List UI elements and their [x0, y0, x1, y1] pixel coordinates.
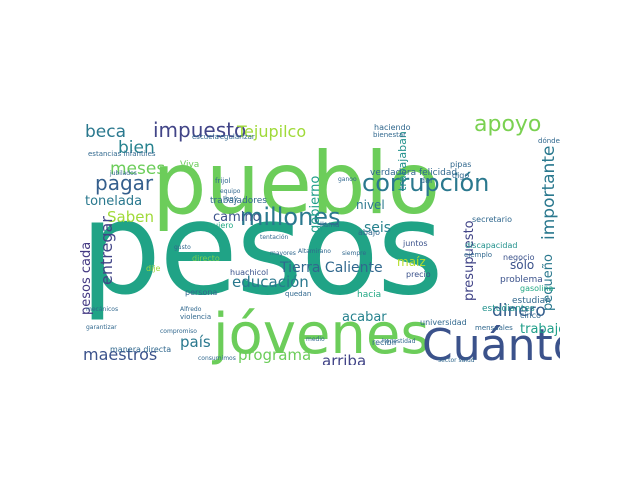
cloud-word: llama [320, 221, 339, 229]
cloud-word: camino [213, 210, 261, 225]
cloud-word: dije [146, 264, 161, 273]
cloud-word: pequeño [541, 254, 556, 311]
cloud-word: pesos cada [80, 242, 94, 315]
cloud-word: trabajo [520, 322, 560, 337]
cloud-word: jubilados [109, 170, 137, 177]
cloud-word: violencia [180, 313, 211, 321]
cloud-word: trabajaban [396, 131, 409, 191]
cloud-word: país [180, 333, 211, 351]
cloud-word: tonelada [85, 194, 142, 209]
cloud-word: ganoo [338, 176, 357, 183]
cloud-word: Altamirano [298, 248, 331, 255]
cloud-word: apoyo [474, 115, 541, 137]
cloud-word: precio [406, 270, 431, 279]
cloud-word: honestidad [382, 338, 416, 345]
cloud-word: sector salud [438, 357, 475, 364]
cloud-word: bienestar [373, 131, 406, 139]
cloud-word: frijol [215, 177, 231, 185]
cloud-word: meses [110, 159, 165, 179]
word-cloud: pesos pueblo jóvenes Cuánto millones cor… [80, 115, 560, 365]
cloud-word: seis [364, 220, 391, 236]
cloud-word: dar [420, 176, 434, 185]
cloud-word: pipas [450, 160, 471, 169]
cloud-word: importante [539, 146, 559, 240]
cloud-word: nivel [356, 198, 385, 212]
cloud-word: digo [452, 171, 469, 180]
cloud-word: haciendo [374, 123, 411, 132]
cloud-word: quedan [285, 290, 311, 298]
cloud-word: dónde [538, 137, 560, 145]
cloud-word: consumimos [198, 355, 236, 362]
cloud-word: equipo [220, 188, 241, 195]
cloud-word: maíz [397, 255, 426, 269]
word-cloud-svg: pesos pueblo jóvenes Cuánto millones cor… [80, 115, 560, 365]
cloud-word: estudian [512, 296, 551, 306]
cloud-word: gusto [174, 244, 191, 251]
cloud-word: Saben [107, 208, 154, 226]
cloud-word: universidad [420, 318, 467, 327]
cloud-word: garantizar [86, 324, 117, 331]
cloud-word: Tierra Caliente [279, 260, 383, 276]
cloud-word: negocio [503, 253, 535, 262]
cloud-word: mensuales [475, 324, 513, 332]
cloud-word: presupuesto [462, 220, 477, 301]
cloud-word: estancias infantiles [88, 150, 156, 158]
cloud-word: problema [500, 275, 543, 285]
cloud-word: ejemplo [464, 251, 492, 259]
cloud-word: directo [192, 254, 220, 263]
cloud-word: escuela [192, 133, 219, 141]
cloud-word: beca [85, 122, 126, 142]
cloud-word: acabar [342, 310, 387, 325]
cloud-word: tentación [260, 234, 289, 241]
cloud-word: pagar [95, 171, 154, 195]
cloud-word: millones [240, 203, 341, 231]
cloud-word: pesos [80, 175, 442, 324]
cloud-word: Alfredo [180, 306, 202, 313]
cloud-word: Cuánto [422, 320, 560, 365]
cloud-word: entregar [97, 216, 116, 285]
cloud-word: regularizar [217, 133, 255, 141]
cloud-word: maestros [83, 345, 157, 364]
cloud-word: educación [232, 273, 309, 291]
cloud-word: secretario [472, 215, 512, 224]
cloud-word: siempre [342, 250, 366, 257]
cloud-word: gobierno [308, 176, 323, 233]
cloud-word: discapacidad [465, 241, 517, 250]
cloud-word: manera directa [110, 345, 171, 354]
cloud-word: persona [185, 288, 217, 297]
cloud-word: programa [238, 346, 311, 364]
cloud-word: abajo [358, 228, 380, 237]
cloud-word: juntos [402, 239, 428, 248]
cloud-word: corrupción [362, 169, 489, 197]
cloud-word: mecánicos [86, 306, 118, 313]
cloud-word: sólo [510, 258, 534, 272]
cloud-word: trabajadores [210, 196, 267, 206]
cloud-word: bien [118, 138, 155, 158]
cloud-word: cinco [520, 311, 541, 320]
cloud-word: hoy [225, 195, 238, 203]
cloud-word: huachicol [230, 268, 268, 277]
cloud-word: medio [306, 336, 325, 343]
cloud-word: compromiso [160, 328, 197, 335]
cloud-word: impuesto [153, 118, 246, 142]
cloud-word: Viva [180, 160, 199, 170]
cloud-word: pueblo [152, 134, 439, 234]
cloud-word: quiero [208, 221, 233, 230]
cloud-word: gasolina [520, 284, 554, 293]
cloud-word: mayores [270, 250, 296, 257]
cloud-word: recibir [372, 338, 398, 347]
cloud-word: estudiantes [482, 304, 535, 314]
cloud-word: jóvenes [211, 302, 430, 365]
cloud-word: hacia [357, 290, 381, 300]
cloud-word: verdadera felicidad [370, 168, 457, 178]
cloud-word: arriba [322, 352, 366, 365]
cloud-word: dinero [492, 301, 546, 321]
cloud-word: Tejupilco [236, 122, 306, 141]
